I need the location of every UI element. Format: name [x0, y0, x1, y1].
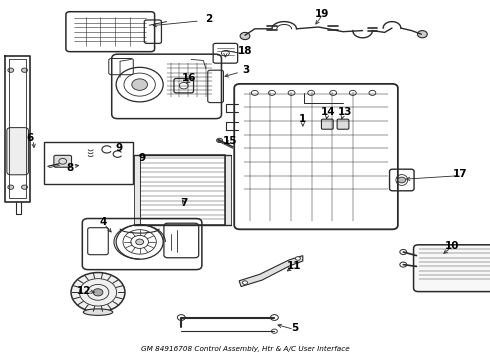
- Text: 5: 5: [292, 323, 298, 333]
- Text: 19: 19: [315, 9, 330, 19]
- Circle shape: [271, 329, 277, 333]
- Circle shape: [22, 68, 27, 72]
- Circle shape: [136, 239, 144, 245]
- Text: 9: 9: [139, 153, 146, 163]
- Text: 13: 13: [338, 107, 353, 117]
- FancyBboxPatch shape: [337, 119, 349, 129]
- Text: 14: 14: [321, 107, 336, 117]
- Text: 18: 18: [238, 46, 252, 56]
- Text: 6: 6: [27, 132, 34, 143]
- Text: GM 84916708 Control Assembly, Htr & A/C User Interface: GM 84916708 Control Assembly, Htr & A/C …: [141, 346, 349, 352]
- Circle shape: [93, 289, 103, 296]
- Bar: [225, 155, 231, 225]
- Circle shape: [417, 31, 427, 38]
- Text: 10: 10: [444, 241, 459, 251]
- Text: 17: 17: [453, 169, 468, 179]
- FancyBboxPatch shape: [321, 119, 333, 129]
- Circle shape: [71, 273, 125, 312]
- Circle shape: [270, 315, 278, 320]
- Circle shape: [8, 68, 14, 72]
- Text: 2: 2: [205, 14, 212, 24]
- FancyBboxPatch shape: [414, 245, 490, 292]
- FancyBboxPatch shape: [7, 128, 28, 175]
- Circle shape: [243, 281, 247, 284]
- Circle shape: [217, 138, 222, 143]
- Text: 12: 12: [77, 286, 92, 296]
- Circle shape: [132, 79, 147, 90]
- Text: 16: 16: [181, 73, 196, 84]
- Text: 8: 8: [66, 163, 73, 174]
- Circle shape: [240, 32, 250, 40]
- Text: 3: 3: [243, 65, 249, 75]
- Bar: [44, 142, 133, 184]
- Text: 11: 11: [287, 261, 301, 271]
- Circle shape: [295, 257, 300, 260]
- Bar: [134, 155, 140, 225]
- Circle shape: [22, 185, 27, 189]
- Ellipse shape: [83, 309, 113, 315]
- Text: 1: 1: [299, 114, 306, 124]
- Bar: [140, 155, 225, 225]
- Circle shape: [8, 185, 14, 189]
- Circle shape: [177, 315, 185, 320]
- Text: 9: 9: [115, 143, 122, 153]
- Circle shape: [398, 177, 406, 183]
- Text: 15: 15: [223, 136, 238, 146]
- FancyBboxPatch shape: [54, 156, 72, 167]
- Text: 7: 7: [180, 198, 188, 208]
- Polygon shape: [239, 256, 303, 287]
- Text: 4: 4: [99, 217, 107, 228]
